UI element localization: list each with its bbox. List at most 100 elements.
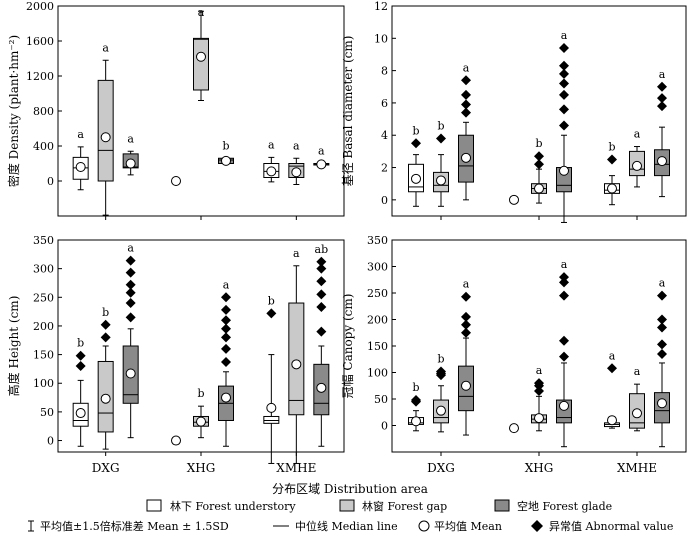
y-tick-label: 200 (33, 320, 54, 333)
y-tick-label: 100 (367, 367, 388, 380)
outlier-point (534, 159, 544, 170)
x-category-label: DXG (92, 461, 120, 475)
panel-4: 0 50 100 150 200 250 300 350 冠幅 Canopy (cm) DXG XH… (340, 234, 687, 475)
y-tick-label: 2000 (26, 0, 54, 13)
outlier-point (657, 314, 667, 325)
legend-label-whisker: 平均值±1.5倍标准差 Mean ± 1.5SD (40, 519, 229, 533)
significance-letter: a (536, 364, 543, 377)
outlier-point (100, 332, 111, 343)
box-DXG-1: b (433, 119, 449, 207)
y-tick-label: 250 (367, 287, 388, 300)
legend-item-gap: 林窗 Forest gap (339, 499, 447, 513)
box-XHG-2: a (556, 29, 572, 223)
y-tick-label: 350 (367, 234, 388, 247)
legend-label-mean: 平均值 Mean (434, 520, 502, 533)
outlier-point (461, 291, 471, 302)
mean-marker (196, 416, 206, 427)
mean-marker (607, 183, 617, 194)
mean-marker (196, 51, 206, 62)
outlier-point (411, 138, 421, 149)
x-axis-title: 分布区域 Distribution area (272, 482, 428, 496)
box-XHG-1: a (531, 364, 547, 432)
outlier-point (559, 89, 569, 100)
box-XMHE-2: ab (313, 243, 330, 447)
legend-swatch-gap (339, 499, 355, 512)
mean-marker (316, 159, 327, 170)
y-tick-label: 2 (381, 162, 388, 175)
significance-letter: a (77, 128, 84, 141)
mean-marker (657, 156, 667, 167)
significance-letter: a (318, 145, 325, 158)
x-category-label: XMHE (617, 461, 657, 475)
box-DXG-1: b (97, 306, 114, 450)
outlier-point (657, 101, 667, 112)
outlier-point (125, 267, 136, 278)
box-DXG-0: a (72, 128, 89, 191)
outlier-point (411, 395, 421, 406)
x-category-label: XHG (525, 461, 554, 475)
mean-marker (411, 416, 421, 427)
legend-item-median: 中位线 Median line (273, 519, 398, 533)
significance-letter: a (659, 277, 666, 290)
y-tick-label: 200 (367, 314, 388, 327)
box-XHG-0 (509, 194, 519, 205)
outlier-point (461, 89, 471, 100)
box-DXG-2: a (458, 61, 474, 201)
outlier-point (657, 290, 667, 301)
significance-letter: b (608, 140, 615, 153)
significance-letter: b (412, 124, 419, 137)
outlier-point (657, 322, 667, 333)
outlier-point (607, 154, 617, 165)
mean-marker (559, 400, 569, 411)
box-XMHE-2: a (313, 145, 330, 170)
significance-letter: ab (315, 243, 329, 256)
outlier-point (221, 357, 231, 368)
outlier-point (534, 151, 544, 162)
significance-letter: a (223, 278, 230, 291)
y-tick-label: 350 (33, 234, 54, 247)
y-axis-label: 高度 Height (cm) (6, 296, 21, 397)
x-category-label: XMHE (276, 461, 316, 475)
outlier-point (657, 81, 667, 92)
box-XMHE-1: a (288, 139, 305, 185)
y-tick-label: 0 (47, 435, 54, 448)
mean-marker (461, 152, 471, 163)
y-tick-label: 300 (367, 261, 388, 274)
significance-letter: b (77, 337, 84, 350)
mean-marker (436, 175, 446, 186)
mean-marker (411, 173, 421, 184)
outlier-point (100, 319, 111, 330)
significance-letter: b (535, 137, 542, 150)
outlier-point (559, 43, 569, 53)
significance-letter: a (268, 138, 275, 151)
outlier-point (125, 279, 136, 290)
legend-item-understory: 林下 Forest understory (146, 499, 296, 513)
outlier-point (657, 93, 667, 104)
box-XMHE-1: a (629, 365, 645, 432)
legend-item-glade: 空地 Forest glade (494, 499, 612, 513)
y-tick-label: 50 (40, 406, 54, 419)
outlier-point (559, 351, 569, 362)
significance-letter: a (659, 68, 666, 81)
outlier-point (316, 289, 327, 300)
legend-label-understory: 林下 Forest understory (170, 499, 296, 513)
box-DXG-0: b (408, 381, 424, 432)
mean-marker (534, 183, 544, 194)
y-tick-label: 10 (374, 32, 388, 45)
y-axis-label: 基径 Basal diameter (cm) (341, 36, 355, 187)
outlier-point (559, 277, 569, 288)
y-tick-label: 12 (374, 0, 388, 13)
outlier-diamond-icon (531, 520, 543, 532)
significance-letter: a (102, 41, 109, 54)
mean-marker (461, 380, 471, 391)
mean-marker (436, 405, 446, 416)
y-axis-label: 冠幅 Canopy (cm) (340, 294, 355, 399)
significance-letter: a (609, 349, 616, 362)
outlier-point (461, 99, 471, 110)
significance-letter: a (463, 278, 470, 291)
outlier-point (559, 335, 569, 346)
significance-letter: a (127, 132, 134, 145)
outlier-point (534, 386, 544, 397)
box-DXG-2: a (122, 242, 139, 439)
significance-letter: b (437, 352, 444, 365)
